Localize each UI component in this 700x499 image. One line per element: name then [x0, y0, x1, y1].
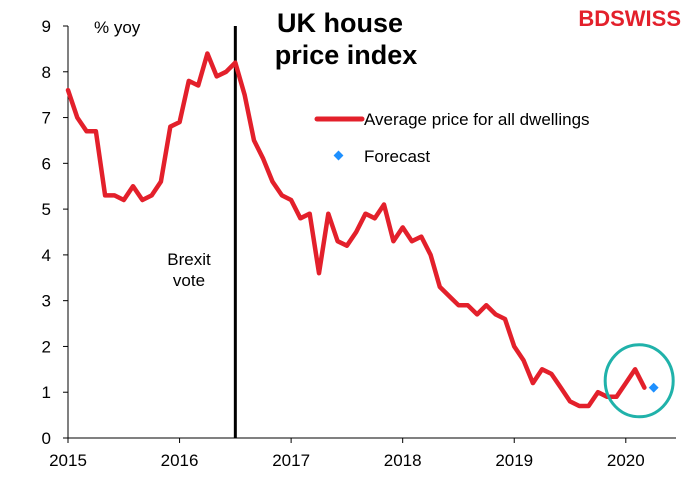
x-tick-label: 2018 [384, 451, 422, 470]
x-tick-label: 2015 [49, 451, 87, 470]
chart-title-line-2: price index [275, 40, 418, 70]
brand-suffix: SWISS [610, 6, 681, 31]
y-tick-label: 8 [42, 63, 51, 82]
legend-label-average-price: Average price for all dwellings [364, 110, 590, 129]
brand-logo: BDSWISS [578, 6, 681, 31]
brexit-label-line-2: vote [173, 271, 205, 290]
y-tick-label: 1 [42, 383, 51, 402]
axes [63, 25, 676, 443]
x-tick-label: 2017 [272, 451, 310, 470]
x-tick-label: 2019 [495, 451, 533, 470]
y-tick-label: 7 [42, 109, 51, 128]
unit-label: % yoy [94, 18, 141, 37]
highlight-layer [603, 343, 675, 419]
y-tick-labels: 0 1 2 3 4 5 6 7 8 9 [42, 17, 51, 448]
svg-text:BDSWISS: BDSWISS [578, 6, 681, 31]
y-tick-label: 9 [42, 17, 51, 36]
x-tick-label: 2020 [607, 451, 645, 470]
highlight-circle [603, 343, 675, 419]
legend-label-forecast: Forecast [364, 147, 430, 166]
forecast-point [648, 382, 659, 393]
x-tick-labels: 2015 2016 2017 2018 2019 2020 [49, 451, 645, 470]
y-tick-label: 6 [42, 154, 51, 173]
series-line-average-price [65, 51, 647, 409]
legend: Average price for all dwellings Forecast [314, 110, 590, 166]
chart-title-line-1: UK house [277, 8, 403, 38]
series-layer [65, 51, 659, 409]
y-tick-label: 3 [42, 292, 51, 311]
y-tick-label: 2 [42, 337, 51, 356]
legend-forecast-marker [333, 150, 344, 161]
y-tick-label: 4 [42, 246, 51, 265]
x-tick-label: 2016 [161, 451, 199, 470]
y-tick-label: 0 [42, 429, 51, 448]
y-tick-label: 5 [42, 200, 51, 219]
brexit-label-line-1: Brexit [167, 250, 211, 269]
brand-prefix: BD [578, 6, 610, 31]
